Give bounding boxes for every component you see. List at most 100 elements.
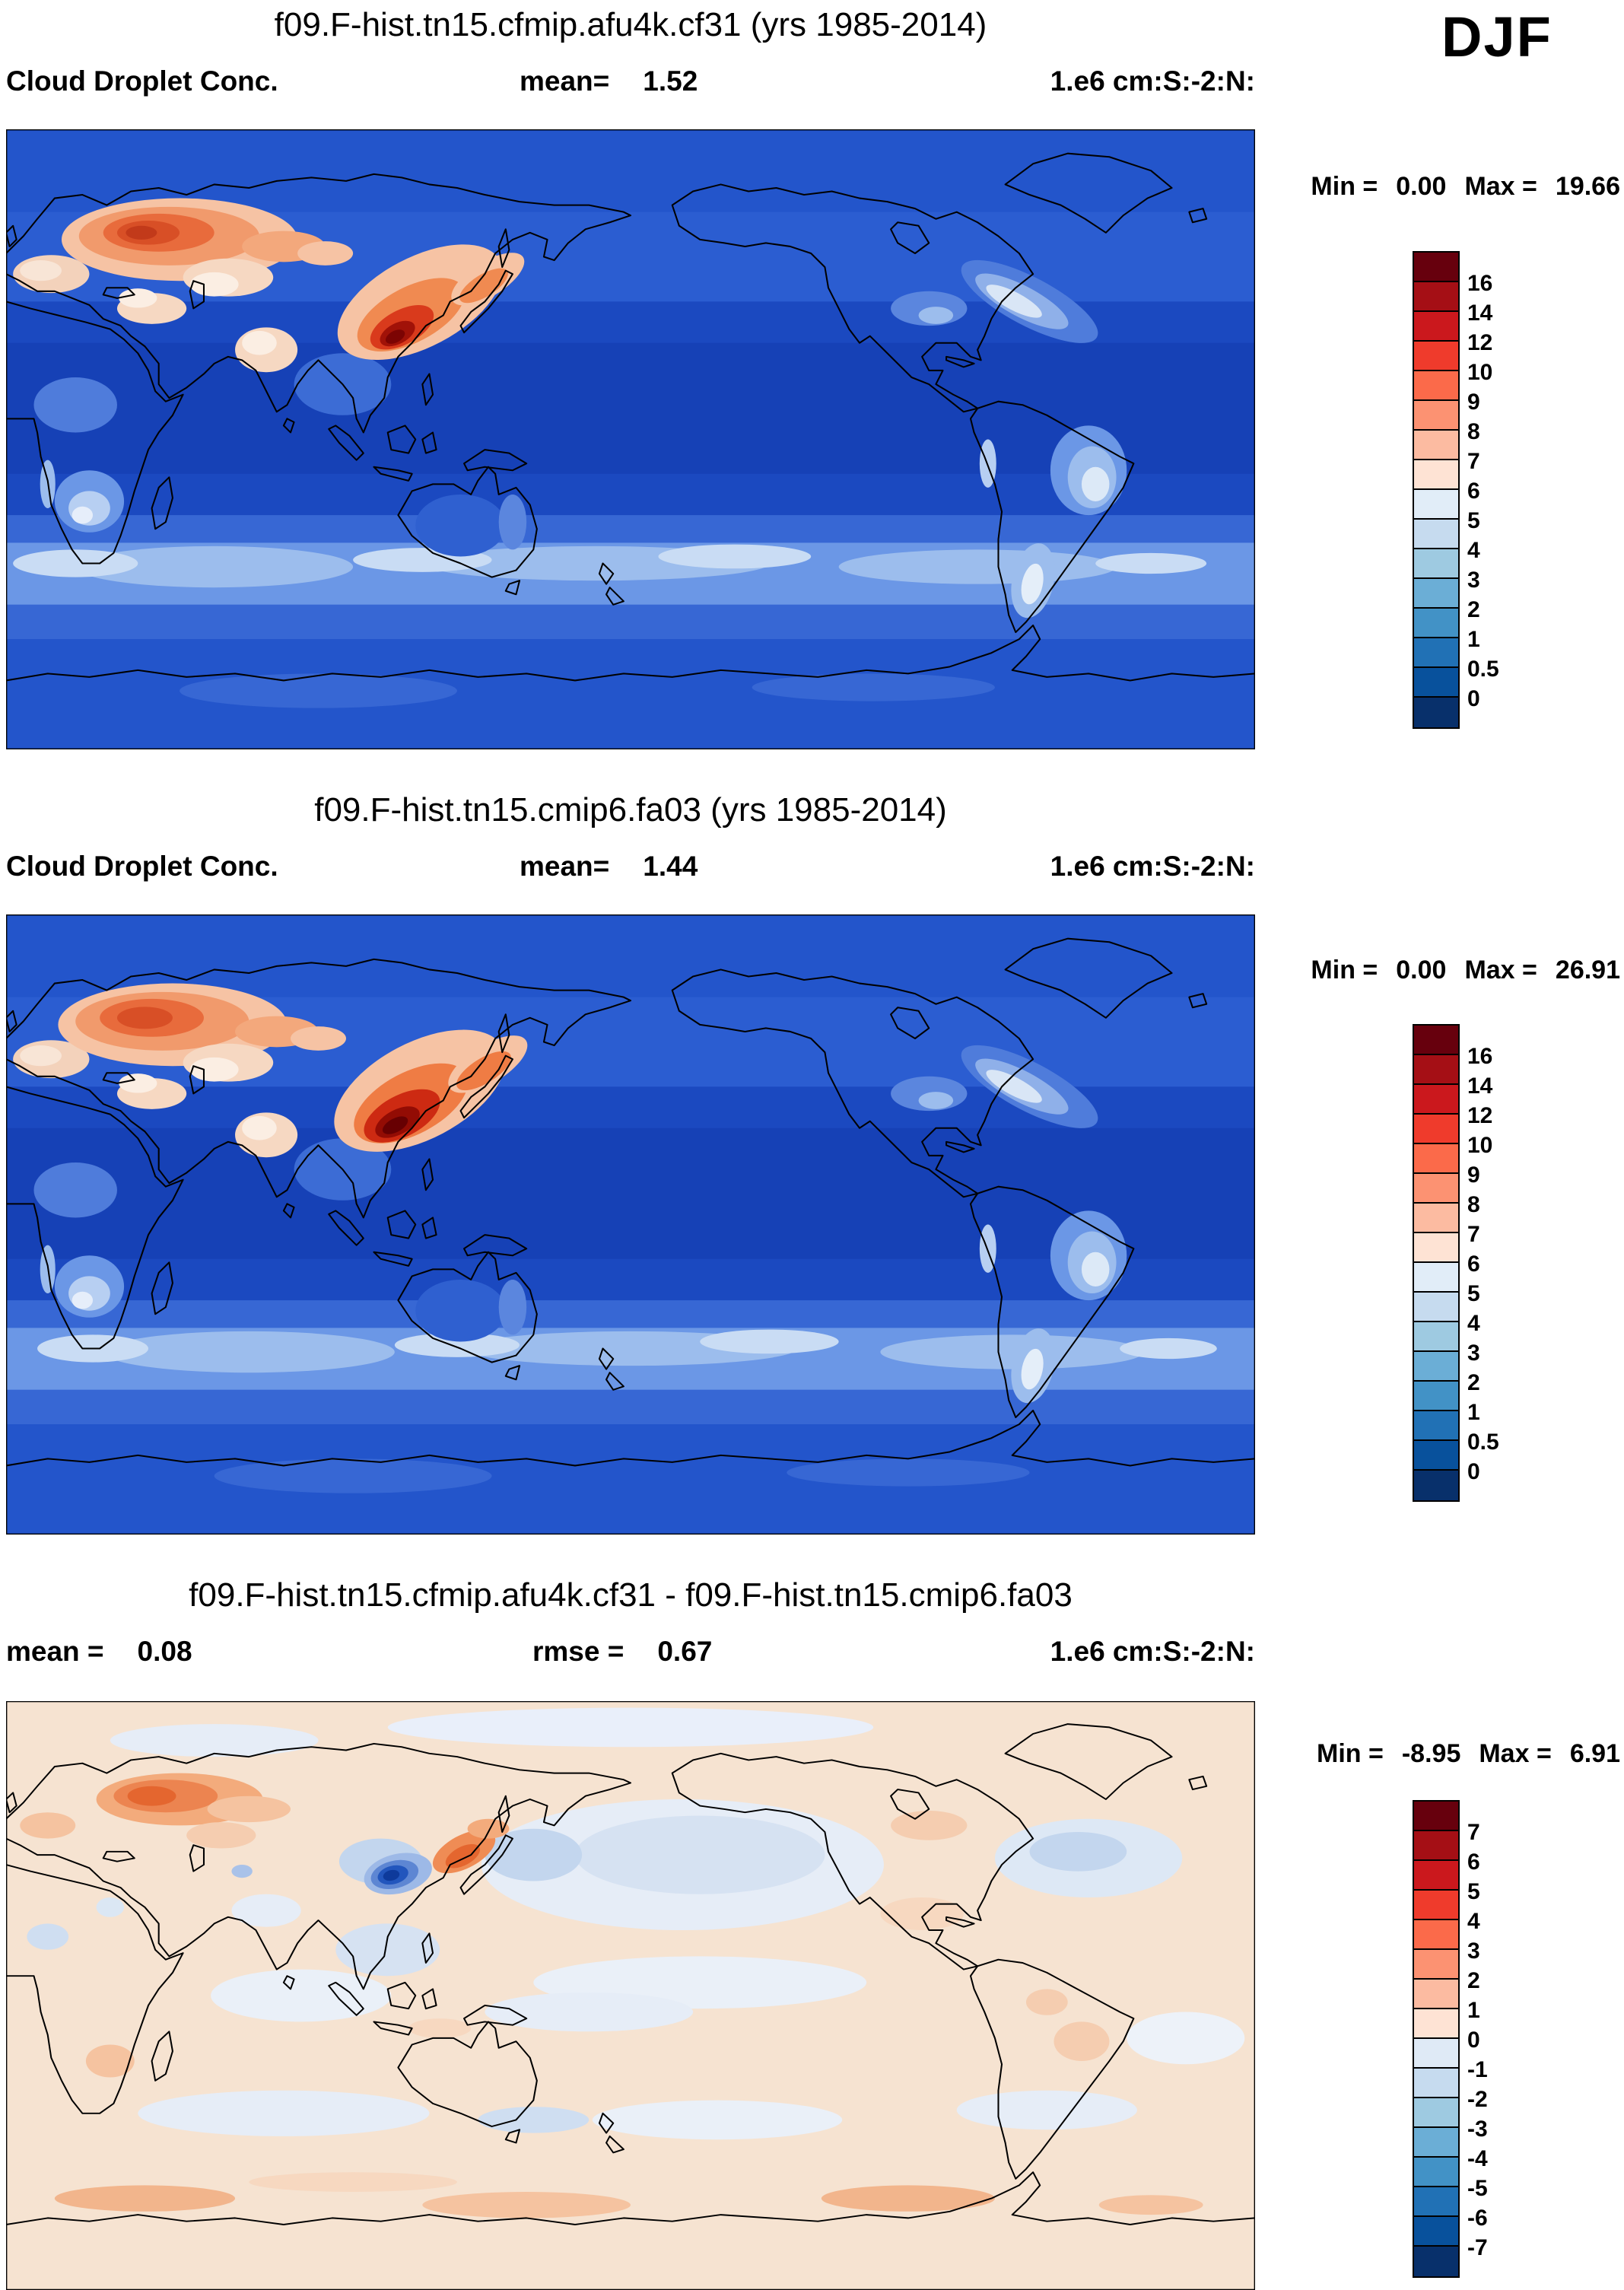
colorbar-box — [1414, 638, 1458, 668]
colorbar-box — [1414, 609, 1458, 638]
colorbar-tick-label: 14 — [1467, 1073, 1493, 1099]
season-label: DJF — [1441, 5, 1552, 68]
colorbar-tick-label: -4 — [1467, 2146, 1488, 2171]
colorbar-box — [1414, 2247, 1458, 2276]
colorbar-tick-label: 7 — [1467, 1222, 1480, 1247]
colorbar-box — [1414, 2098, 1458, 2128]
hotspot-china-negative — [364, 1853, 432, 1895]
colorbar-tick-label: 7 — [1467, 1820, 1480, 1845]
colorbar-tick-label: 3 — [1467, 1939, 1480, 1964]
colorbar-box — [1414, 431, 1458, 460]
panel3-minmax: Min = -8.95 Max = 6.91 — [1263, 1739, 1620, 1769]
colorbar-box — [1414, 282, 1458, 312]
colorbar-box — [1414, 698, 1458, 727]
colorbar-tick-label: 5 — [1467, 1879, 1480, 1904]
colorbar-boxes — [1413, 1024, 1460, 1502]
colorbar-box — [1414, 312, 1458, 342]
colorbar-box — [1414, 1411, 1458, 1441]
colorbar-tick-label: 16 — [1467, 271, 1493, 296]
colorbar-tick-label: -6 — [1467, 2206, 1488, 2231]
colorbar-tick-label: 0.5 — [1467, 1430, 1499, 1455]
panel1-map — [6, 129, 1255, 749]
panel3-rmse-label: rmse = — [532, 1636, 624, 1667]
colorbar-box — [1414, 371, 1458, 401]
colorbar-box — [1414, 1802, 1458, 1831]
colorbar-box — [1414, 1293, 1458, 1322]
panel2-mean-value: 1.44 — [643, 851, 698, 882]
colorbar-tick-label: 7 — [1467, 449, 1480, 474]
colorbar-tick-label: -3 — [1467, 2117, 1488, 2142]
colorbar-box — [1414, 1322, 1458, 1352]
colorbar-box — [1414, 460, 1458, 490]
hotspot-china — [337, 244, 503, 361]
colorbar-box — [1414, 1980, 1458, 2009]
colorbar-tick-label: 1 — [1467, 627, 1480, 652]
colorbar-labels: 16 14 12 10 9 8 7 6 5 4 3 2 1 0.5 0 — [1467, 1026, 1581, 1505]
colorbar-tick-label: 2 — [1467, 1968, 1480, 1993]
colorbar-tick-label: 10 — [1467, 1133, 1493, 1158]
colorbar-box — [1414, 342, 1458, 371]
hotspot-russia-diff — [96, 1773, 291, 1826]
colorbar-box — [1414, 1204, 1458, 1233]
colorbar-box — [1414, 2158, 1458, 2187]
panel3-max-value: 6.91 — [1569, 1739, 1620, 1768]
colorbar-tick-label: 9 — [1467, 1162, 1480, 1188]
panel3-mean-label: mean = — [6, 1636, 104, 1667]
colorbar-tick-label: 12 — [1467, 1103, 1493, 1128]
panel1-mean: mean= 1.52 — [520, 65, 698, 97]
colorbar-tick-label: 1 — [1467, 1400, 1480, 1425]
panel1-min-label: Min = — [1311, 172, 1378, 201]
panel1-minmax: Min = 0.00 Max = 19.66 — [1263, 172, 1620, 202]
colorbar-tick-label: 8 — [1467, 419, 1480, 444]
panel3-colorbar: 7 6 5 4 3 2 1 0 -1 -2 -3 -4 -5 -6 -7 — [1413, 1800, 1587, 2279]
colorbar-tick-label: 1 — [1467, 1998, 1480, 2023]
colorbar-box — [1414, 1352, 1458, 1382]
colorbar-box — [1414, 1441, 1458, 1471]
colorbar-labels: 16 14 12 10 9 8 7 6 5 4 3 2 1 0.5 0 — [1467, 253, 1581, 732]
panel2-map-svg — [6, 914, 1255, 1535]
colorbar-tick-label: -5 — [1467, 2176, 1488, 2201]
panel1-min-value: 0.00 — [1396, 172, 1447, 201]
colorbar-box — [1414, 2069, 1458, 2098]
field-layer — [6, 914, 1255, 1535]
colorbar-box — [1414, 1174, 1458, 1204]
colorbar-box — [1414, 549, 1458, 579]
colorbar-tick-label: 8 — [1467, 1192, 1480, 1217]
colorbar-box — [1414, 2128, 1458, 2158]
colorbar-labels: 7 6 5 4 3 2 1 0 -1 -2 -3 -4 -5 -6 -7 — [1467, 1802, 1581, 2281]
colorbar-box — [1414, 253, 1458, 282]
colorbar-boxes — [1413, 1800, 1460, 2278]
colorbar-tick-label: 9 — [1467, 390, 1480, 415]
colorbar-tick-label: 12 — [1467, 330, 1493, 355]
colorbar-box — [1414, 1471, 1458, 1500]
colorbar-tick-label: 3 — [1467, 568, 1480, 593]
panel2-max-value: 26.91 — [1555, 956, 1620, 984]
colorbar-tick-label: 0 — [1467, 2028, 1480, 2053]
panel3-min-value: -8.95 — [1401, 1739, 1461, 1768]
colorbar-tick-label: 4 — [1467, 1909, 1480, 1934]
colorbar-box — [1414, 1233, 1458, 1263]
colorbar-box — [1414, 1144, 1458, 1174]
colorbar-box — [1414, 2217, 1458, 2247]
colorbar-tick-label: 2 — [1467, 1370, 1480, 1395]
panel3-max-label: Max = — [1479, 1739, 1552, 1768]
colorbar-box — [1414, 1055, 1458, 1085]
panel2-min-label: Min = — [1311, 956, 1378, 984]
panel3-mean: mean = 0.08 — [6, 1636, 192, 1668]
colorbar-box — [1414, 520, 1458, 549]
colorbar-tick-label: 6 — [1467, 479, 1480, 504]
panel1-mean-value: 1.52 — [643, 65, 698, 97]
hotspot-nw-atlantic — [961, 259, 1098, 343]
colorbar-tick-label: 4 — [1467, 1311, 1480, 1336]
colorbar-box — [1414, 1831, 1458, 1861]
colorbar-box — [1414, 579, 1458, 609]
panel3-rmse-value: 0.67 — [657, 1636, 713, 1667]
panel2-field-label: Cloud Droplet Conc. — [6, 851, 278, 882]
panel2-min-value: 0.00 — [1396, 956, 1447, 984]
panel1-map-svg — [6, 129, 1255, 749]
panel2-mean-label: mean= — [520, 851, 610, 882]
panel3-map-svg — [6, 1701, 1255, 2290]
panel1-mean-label: mean= — [520, 65, 610, 97]
colorbar-tick-label: 6 — [1467, 1849, 1480, 1875]
